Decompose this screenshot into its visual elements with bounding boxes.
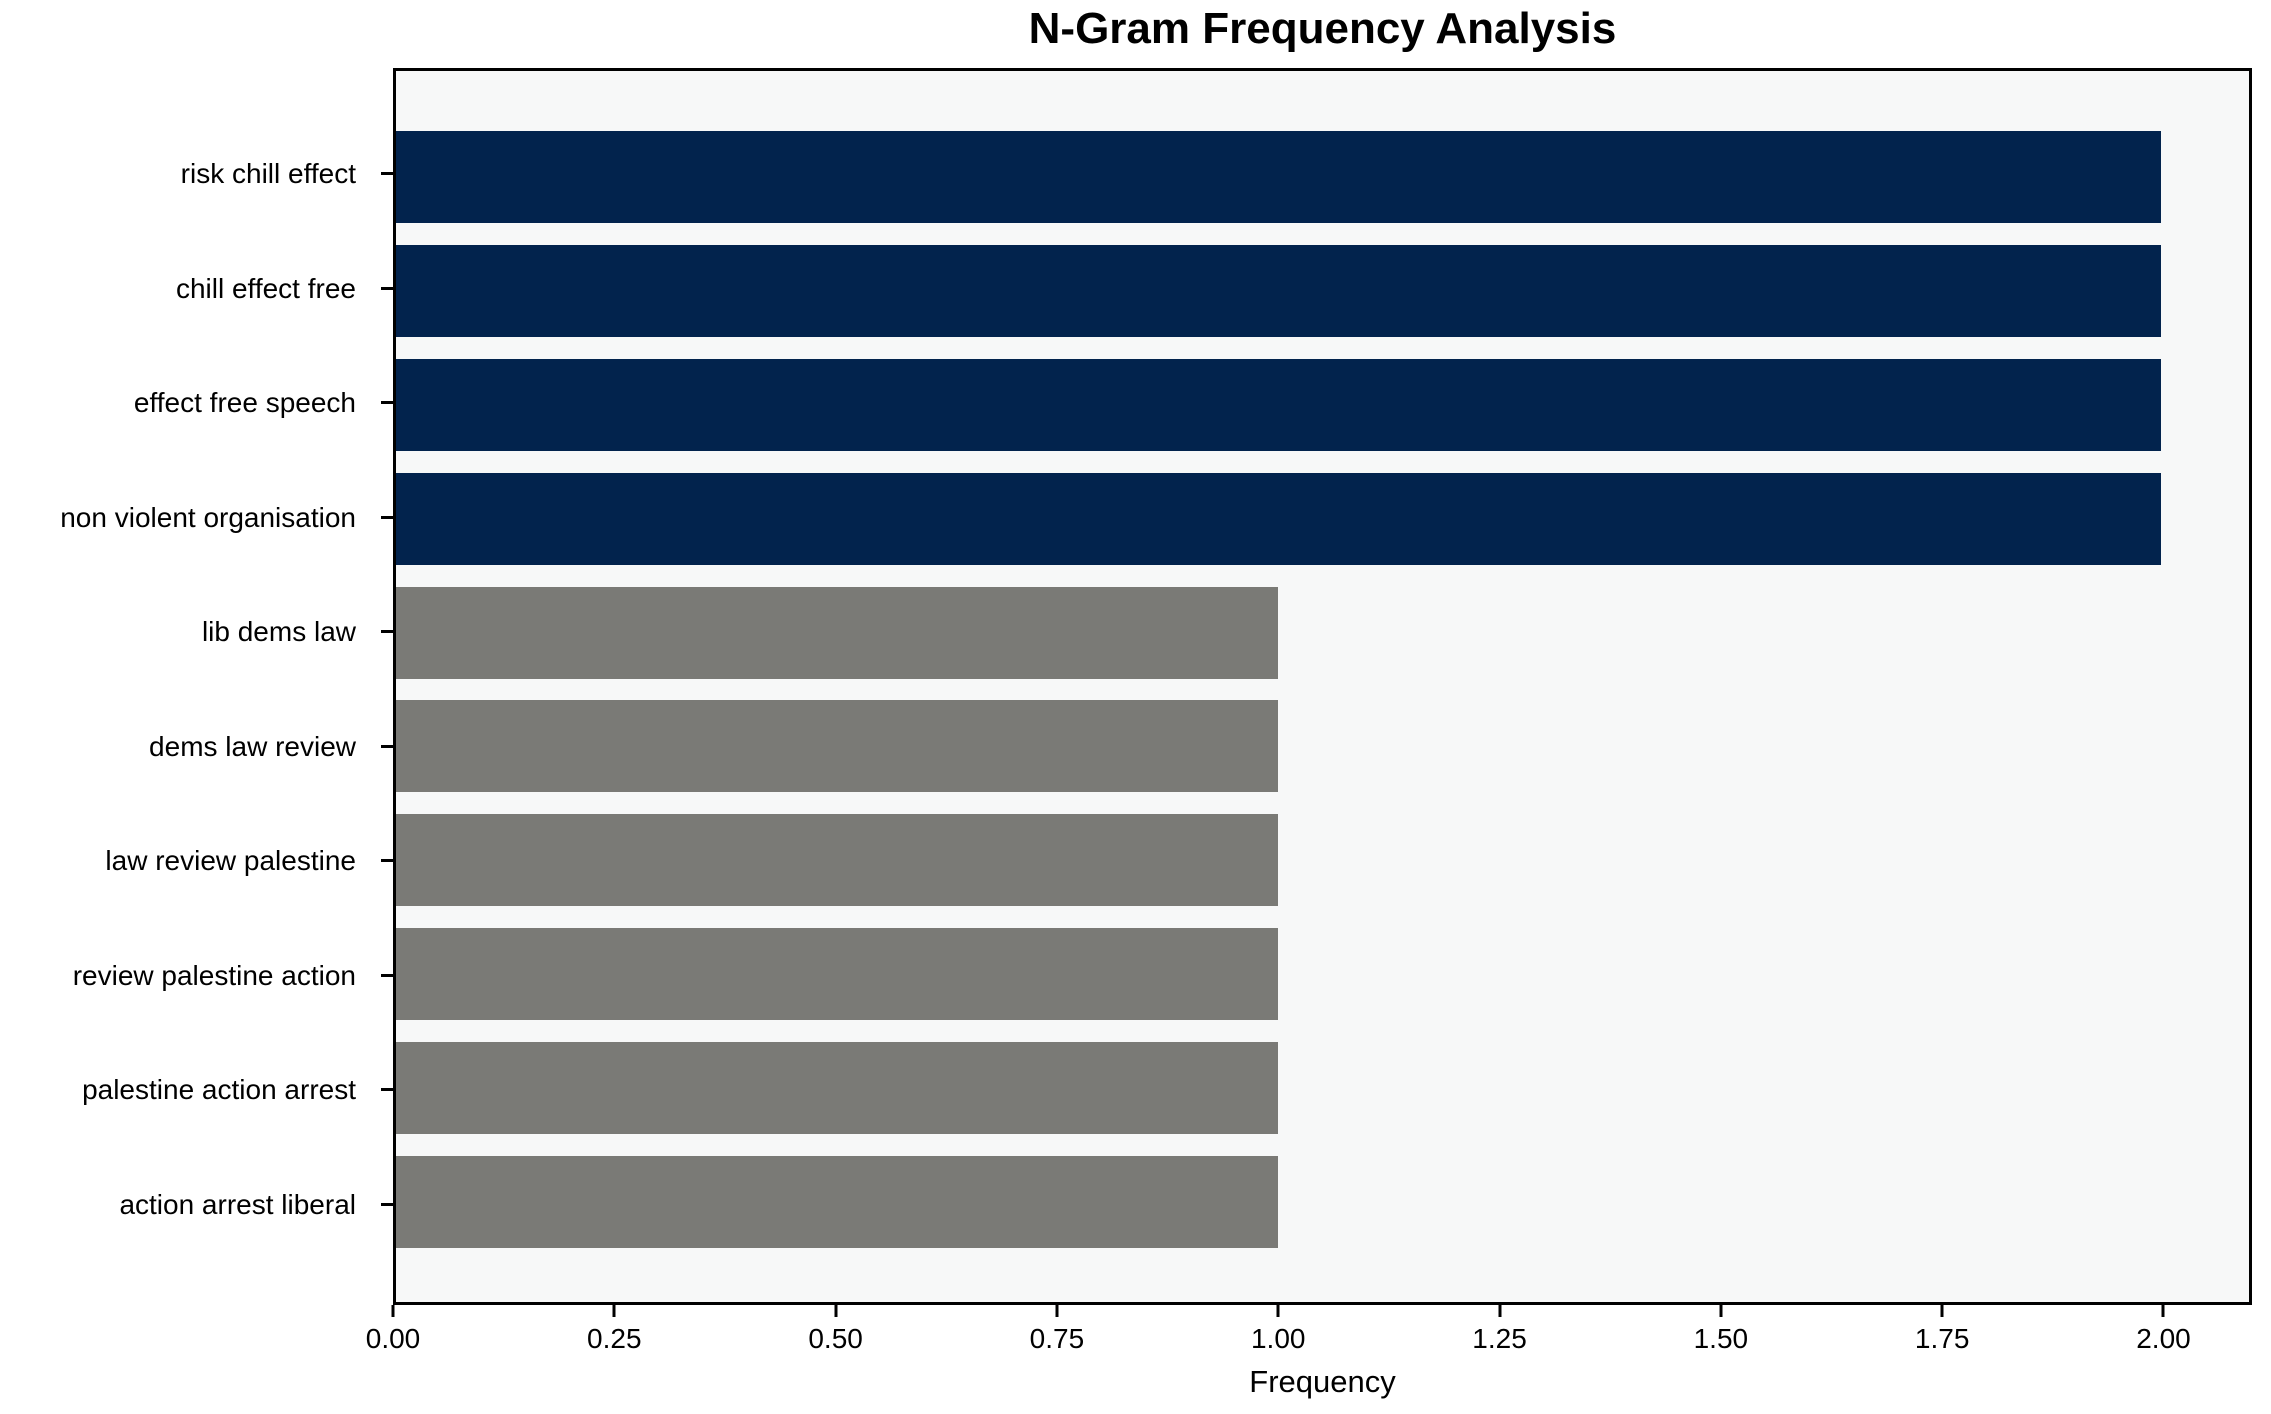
x-axis-title: Frequency (1249, 1364, 1396, 1399)
x-tick-label: 0.50 (808, 1323, 863, 1354)
y-tick-label: dems law review (0, 701, 393, 793)
bar (396, 814, 1279, 907)
chart-title: N-Gram Frequency Analysis (1028, 4, 1617, 53)
y-tick-label: law review palestine (0, 815, 393, 907)
bar (396, 928, 1279, 1021)
x-tick-mark (1719, 1305, 1723, 1317)
y-tick-label: lib dems law (0, 586, 393, 678)
y-tick-mark (381, 973, 393, 977)
x-tick-mark (1940, 1305, 1944, 1317)
y-tick-label: non violent organisation (0, 472, 393, 564)
x-tick-label: 0.00 (365, 1323, 421, 1354)
x-tick-mark (2161, 1305, 2165, 1317)
y-tick-label: chill effect free (0, 243, 393, 335)
y-tick-label: risk chill effect (0, 128, 393, 220)
x-tick-label: 0.75 (1029, 1323, 1085, 1354)
bar-row (396, 1155, 2249, 1248)
bar-row (396, 814, 2249, 907)
y-tick-mark (381, 630, 393, 634)
y-tick-label: action arrest liberal (0, 1159, 393, 1251)
bar (396, 358, 2161, 451)
bar-row (396, 244, 2249, 337)
bar-row (396, 586, 2249, 679)
y-axis-labels: risk chill effect chill effect free effect… (0, 68, 393, 1305)
x-tick-mark (1276, 1305, 1280, 1317)
x-tick-label: 1.75 (1914, 1323, 1970, 1354)
x-tick-mark (391, 1305, 395, 1317)
y-tick-mark (381, 286, 393, 290)
y-tick-mark (381, 744, 393, 748)
bar-row (396, 700, 2249, 793)
x-tick-label: 0.25 (587, 1323, 642, 1354)
bar (396, 131, 2161, 223)
x-tick-label: 1.25 (1472, 1323, 1527, 1354)
x-tick-label: 1.00 (1250, 1323, 1306, 1354)
bar (396, 586, 1279, 679)
y-tick-mark (381, 172, 393, 175)
x-tick-mark (612, 1305, 616, 1317)
bar-row (396, 131, 2249, 223)
y-tick-label: effect free speech (0, 357, 393, 449)
y-tick-mark (381, 401, 393, 405)
plot-area (393, 68, 2252, 1305)
x-axis: 0.00 0.25 0.50 0.75 1.00 1.25 1.50 1.75 2.00 (366, 1305, 2252, 1375)
bar-row (396, 358, 2249, 451)
bar (396, 700, 1279, 793)
x-tick-mark (834, 1305, 838, 1317)
y-tick-mark (381, 1088, 393, 1092)
x-tick-label: 2.00 (2136, 1323, 2191, 1354)
bar (396, 244, 2161, 337)
y-tick-mark (381, 1202, 393, 1206)
bar-row (396, 472, 2249, 565)
y-tick-label: palestine action arrest (0, 1044, 393, 1136)
y-tick-label: review palestine action (0, 930, 393, 1022)
bar (396, 1155, 1279, 1248)
x-tick-mark (1498, 1305, 1502, 1317)
bar-row (396, 928, 2249, 1021)
bar-row (396, 1042, 2249, 1134)
x-tick-label: 1.50 (1693, 1323, 1749, 1354)
x-tick-mark (1055, 1305, 1059, 1317)
bars-container (396, 71, 2249, 1302)
bar (396, 1042, 1279, 1134)
y-tick-mark (381, 859, 393, 863)
y-tick-mark (381, 515, 393, 519)
bar (396, 472, 2161, 565)
